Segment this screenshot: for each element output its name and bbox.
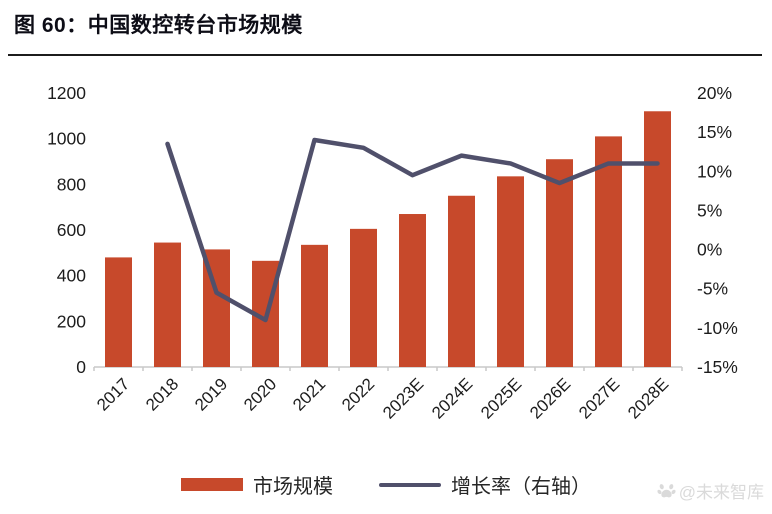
right-axis-tick: 0% [697, 240, 722, 260]
combo-chart: 0 200 400 600 800 1000 1200 -15% -10% -5% 0% 5% 10% 1… [47, 83, 738, 423]
x-axis-label-2023E: 2023E [379, 374, 427, 422]
x-axis-label-2026E: 2026E [526, 374, 574, 422]
title-underline [8, 54, 762, 56]
bar-2028E [644, 111, 671, 368]
line-series-swatch [379, 482, 441, 487]
x-axis-label-2019: 2019 [191, 374, 231, 414]
bar-2026E [546, 159, 573, 367]
bar-2023E [399, 214, 426, 367]
watermark: @未来智库 [657, 478, 764, 503]
bar-2017 [105, 257, 132, 367]
x-axis-label-2020: 2020 [240, 374, 280, 414]
chart-legend: 市场规模 增长率（右轴） [0, 470, 772, 499]
x-axis-label-2024E: 2024E [428, 374, 476, 422]
left-axis-tick: 200 [57, 311, 86, 331]
watermark-text: @未来智库 [678, 483, 764, 502]
x-axis-label-2027E: 2027E [575, 374, 623, 422]
bar-2021 [301, 244, 328, 367]
figure-title: 图 60：中国数控转台市场规模 [14, 14, 303, 37]
right-axis-tick: 15% [697, 122, 732, 142]
bar-series-swatch [181, 478, 243, 491]
bar-2025E [497, 176, 524, 367]
left-axis-tick: 1000 [47, 129, 86, 149]
x-axis-label-2018: 2018 [142, 374, 182, 414]
legend-item-market-size: 市场规模 [181, 470, 333, 499]
x-axis-label-2021: 2021 [289, 374, 329, 414]
growth-rate-line [165, 137, 660, 323]
right-axis-tick: 5% [697, 200, 722, 220]
left-axis-tick: 400 [57, 266, 86, 286]
x-axis-label-2025E: 2025E [477, 374, 525, 422]
right-axis-tick: -5% [697, 279, 728, 299]
x-axis-label-2017: 2017 [93, 374, 133, 414]
bar-2018 [154, 242, 181, 367]
legend-label-market-size: 市场规模 [253, 476, 333, 498]
x-axis-label-2028E: 2028E [624, 374, 672, 422]
left-axis-tick: 1200 [47, 83, 86, 103]
bar-2027E [595, 136, 622, 367]
right-axis-tick: 20% [697, 83, 732, 103]
right-axis-tick: -15% [697, 357, 738, 377]
left-axis-tick: 800 [57, 174, 86, 194]
bar-2024E [448, 195, 475, 367]
x-axis-label-2022: 2022 [338, 374, 378, 414]
legend-label-growth-rate: 增长率（右轴） [451, 476, 591, 498]
bar-2022 [350, 228, 377, 367]
left-axis-tick: 600 [57, 220, 86, 240]
right-axis-tick: 10% [697, 161, 732, 181]
left-axis-tick: 0 [76, 357, 86, 377]
legend-item-growth-rate: 增长率（右轴） [379, 470, 591, 499]
right-axis-tick: -10% [697, 318, 738, 338]
paw-icon [657, 484, 676, 498]
